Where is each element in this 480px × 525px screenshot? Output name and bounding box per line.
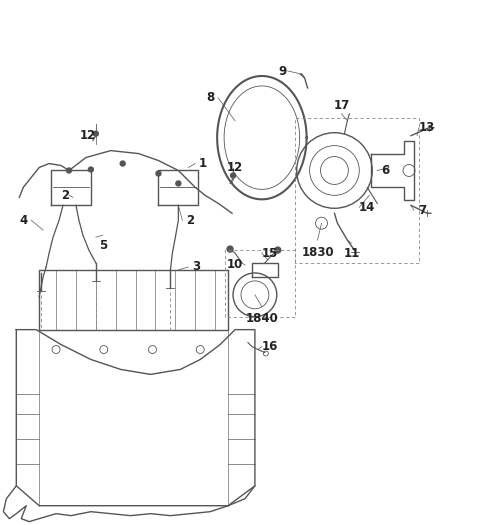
- Text: 16: 16: [262, 340, 278, 353]
- Text: 8: 8: [206, 91, 214, 104]
- Circle shape: [176, 181, 181, 186]
- Text: 5: 5: [99, 238, 107, 251]
- Text: 12: 12: [80, 129, 96, 142]
- Text: 15: 15: [262, 247, 278, 259]
- Text: 11: 11: [343, 247, 360, 259]
- Text: 7: 7: [418, 204, 426, 217]
- Circle shape: [156, 171, 161, 176]
- Text: 10: 10: [227, 258, 243, 271]
- Circle shape: [275, 247, 281, 253]
- Circle shape: [227, 246, 233, 252]
- Circle shape: [120, 161, 125, 166]
- Text: 14: 14: [359, 201, 375, 214]
- Text: 6: 6: [381, 164, 389, 177]
- Text: 2: 2: [186, 214, 194, 227]
- Text: 12: 12: [227, 161, 243, 174]
- Text: 1830: 1830: [301, 246, 334, 258]
- Circle shape: [93, 131, 98, 136]
- Text: 9: 9: [278, 65, 287, 78]
- Text: 17: 17: [333, 99, 349, 112]
- Circle shape: [88, 167, 93, 172]
- Text: 1840: 1840: [245, 312, 278, 325]
- Text: 13: 13: [419, 121, 435, 134]
- Text: 1: 1: [199, 157, 207, 170]
- Text: 2: 2: [61, 189, 69, 202]
- Text: 4: 4: [19, 214, 27, 227]
- Circle shape: [67, 168, 72, 173]
- Text: 3: 3: [192, 260, 200, 274]
- Circle shape: [230, 173, 236, 178]
